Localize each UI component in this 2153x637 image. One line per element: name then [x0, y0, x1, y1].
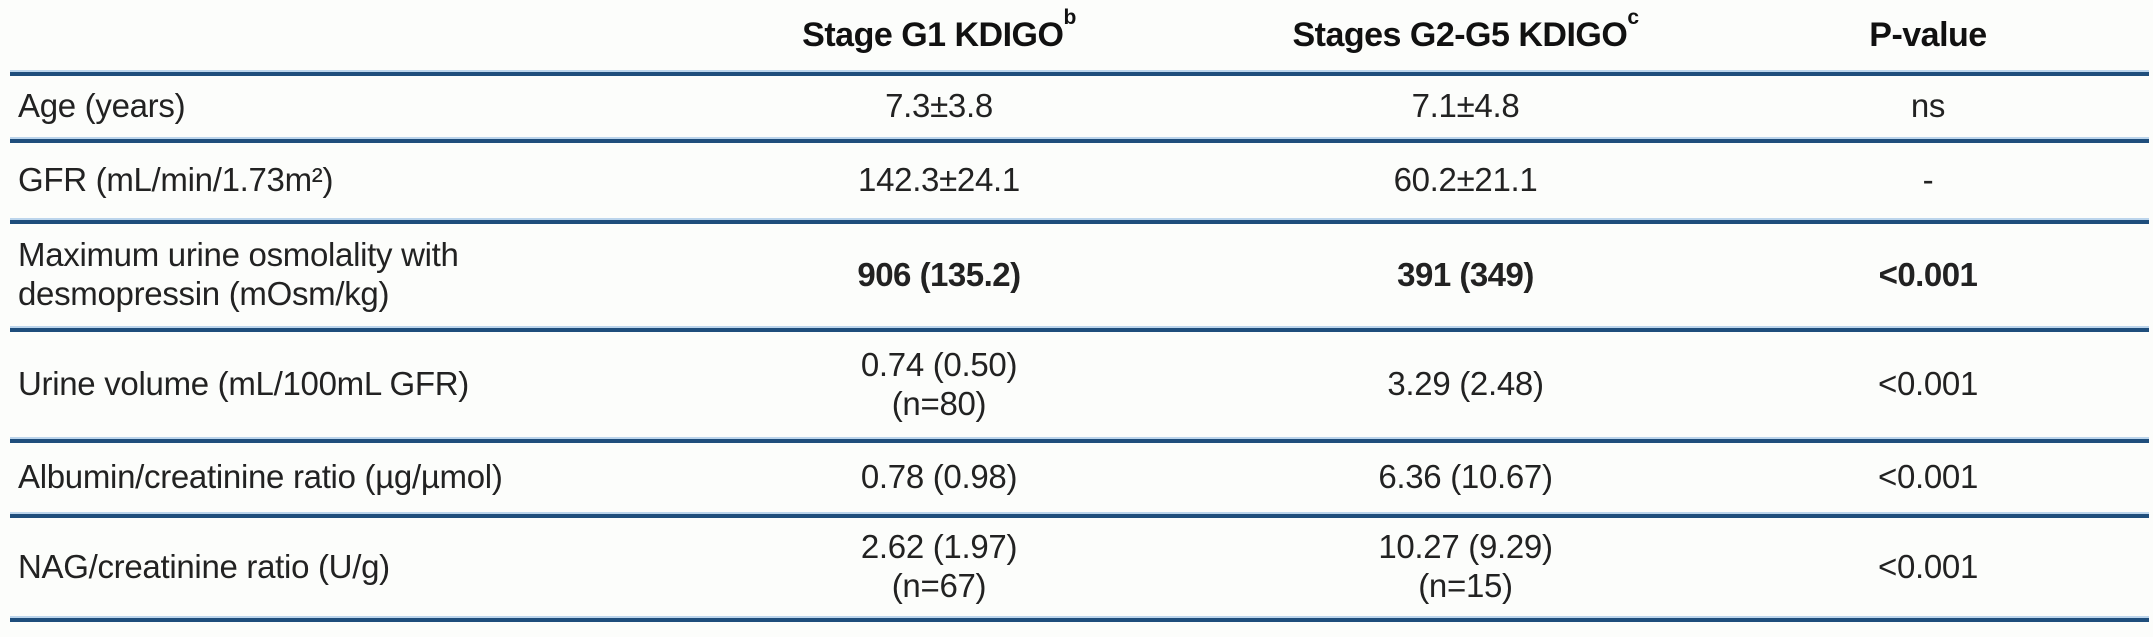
cell-stage-g1: 906 (135.2): [857, 255, 1021, 293]
row-label: Albumin/creatinine ratio (µg/µmol): [18, 458, 503, 496]
cell-p-value: <0.001: [1877, 547, 1979, 585]
row-divider: [10, 326, 2149, 332]
cell-stage-g1: 7.3±3.8: [885, 87, 993, 125]
table-bottom-rule: [10, 616, 2149, 622]
cell-p-value: <0.001: [1878, 255, 1978, 293]
table-row-nag-creatinine: NAG/creatinine ratio (U/g) 2.62 (1.97) (n…: [10, 518, 2149, 616]
cell-p-value: <0.001: [1877, 458, 1979, 496]
header-p-value-text: P-value: [1869, 15, 1987, 54]
table-header-row: Stage G1 KDIGOb Stages G2-G5 KDIGOc P-va…: [10, 0, 2149, 70]
row-divider: [10, 137, 2149, 143]
cell-p-value: ns: [1910, 87, 1946, 125]
cell-stages-g2-g5: 60.2±21.1: [1393, 161, 1538, 199]
cell-stage-g1: 0.78 (0.98): [860, 458, 1018, 496]
row-divider: [10, 437, 2149, 443]
table-row-age: Age (years) 7.3±3.8 7.1±4.8 ns: [10, 76, 2149, 137]
row-label: NAG/creatinine ratio (U/g): [18, 547, 390, 585]
row-label: GFR (mL/min/1.73m²): [18, 161, 334, 199]
table-row-urine-volume: Urine volume (mL/100mL GFR) 0.74 (0.50)(…: [10, 332, 2149, 437]
row-label: Maximum urine osmolality with desmopressi…: [18, 236, 459, 312]
cell-stage-g1: 2.62 (1.97) (n=67): [860, 528, 1018, 604]
table-row-gfr: GFR (mL/min/1.73m²) 142.3±24.1 60.2±21.1…: [10, 143, 2149, 218]
header-stages-g2-g5-text: Stages G2-G5 KDIGO: [1292, 15, 1628, 54]
table-row-max-urine-osmolality: Maximum urine osmolality with desmopressi…: [10, 224, 2149, 326]
row-divider: [10, 218, 2149, 224]
cell-stages-g2-g5: 10.27 (9.29) (n=15): [1378, 528, 1553, 604]
cell-stage-g1: 142.3±24.1: [858, 161, 1020, 199]
row-divider: [10, 512, 2149, 518]
header-stage-g1-footnote: b: [1063, 5, 1076, 29]
cell-stages-g2-g5: 3.29 (2.48): [1387, 365, 1544, 403]
row-label: Age (years): [18, 87, 186, 125]
cell-stage-g1: 0.74 (0.50) (n=80): [860, 345, 1018, 422]
table-row-albumin-creatinine: Albumin/creatinine ratio (µg/µmol) 0.78 …: [10, 443, 2149, 512]
row-divider: [10, 70, 2149, 76]
header-p-value: P-value: [1707, 16, 2149, 55]
cell-stages-g2-g5: 7.1±4.8: [1411, 87, 1520, 125]
header-stages-g2-g5: Stages G2-G5 KDIGOc: [1224, 7, 1707, 55]
header-stage-g1-text: Stage G1 KDIGO: [802, 15, 1064, 54]
comparison-table: Stage G1 KDIGOb Stages G2-G5 KDIGOc P-va…: [10, 0, 2149, 622]
cell-p-value: <0.001: [1877, 365, 1979, 403]
cell-p-value: -: [1922, 161, 1934, 199]
header-stage-g1: Stage G1 KDIGOb: [654, 7, 1224, 55]
cell-stages-g2-g5: 6.36 (10.67): [1378, 458, 1553, 496]
cell-stages-g2-g5: 391 (349): [1397, 255, 1534, 293]
row-label: Urine volume (mL/100mL GFR): [18, 365, 469, 403]
header-stages-g2-g5-footnote: c: [1627, 5, 1639, 29]
